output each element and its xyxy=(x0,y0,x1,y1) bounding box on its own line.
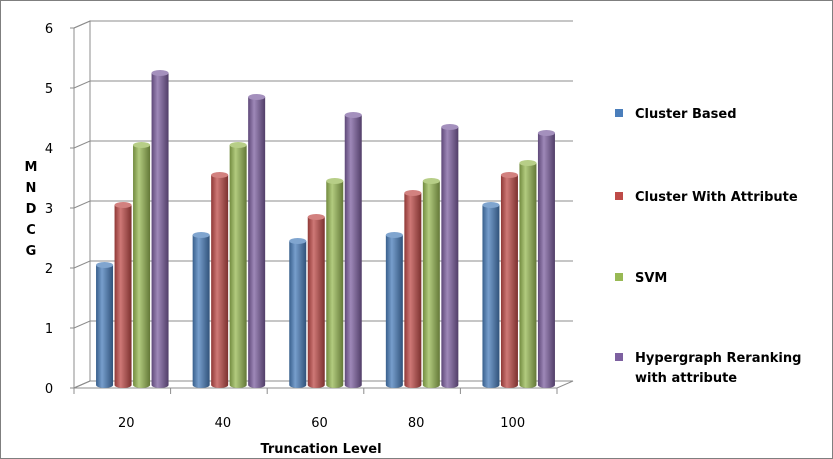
bar-top xyxy=(151,70,169,76)
bar-top xyxy=(248,94,266,100)
bar xyxy=(96,265,114,388)
legend-label: with attribute xyxy=(635,371,737,386)
bar xyxy=(326,181,344,388)
legend-label: Hypergraph Reranking xyxy=(635,351,801,366)
bar-top xyxy=(326,178,344,184)
bar-top xyxy=(211,172,229,178)
gridline xyxy=(73,140,573,149)
y-tick-label: 0 xyxy=(45,382,53,397)
y-tick-label: 1 xyxy=(45,322,53,337)
x-axis-label: Truncation Level xyxy=(260,442,381,457)
axes xyxy=(70,27,558,394)
legend-swatch xyxy=(615,353,623,361)
bar-top xyxy=(289,238,307,244)
bar-top xyxy=(537,130,555,136)
bar-top xyxy=(500,172,518,178)
x-tick-label: 20 xyxy=(118,416,135,431)
bar-top xyxy=(404,190,422,196)
gridline xyxy=(73,20,573,29)
bar xyxy=(385,235,403,388)
x-tick-label: 100 xyxy=(500,416,525,431)
legend: Cluster Based Cluster With Attribute SVM Hy… xyxy=(615,107,801,386)
bar-top xyxy=(441,124,459,130)
x-tick-label: 80 xyxy=(408,416,425,431)
bar-top xyxy=(307,214,325,220)
bar xyxy=(441,127,459,388)
x-tick-label: 40 xyxy=(215,416,232,431)
y-axis-label-letter: C xyxy=(26,223,36,238)
gridline xyxy=(73,80,573,89)
bar-top xyxy=(96,262,114,268)
bar-top xyxy=(229,142,247,148)
bar xyxy=(151,73,169,388)
y-axis-label-letter: D xyxy=(26,202,37,217)
bar-top xyxy=(344,112,362,118)
bar-top xyxy=(519,160,537,166)
bar-top xyxy=(422,178,440,184)
y-tick-label: 2 xyxy=(45,262,53,277)
bar xyxy=(519,163,537,388)
bar-top xyxy=(385,232,403,238)
bar xyxy=(482,205,500,388)
bar xyxy=(192,235,210,388)
y-axis-label-letter: N xyxy=(26,181,37,196)
legend-swatch xyxy=(615,273,623,281)
y-tick-label: 4 xyxy=(45,142,53,157)
bar-top xyxy=(114,202,132,208)
bar xyxy=(422,181,440,388)
y-tick-label: 5 xyxy=(45,82,53,97)
bar-top xyxy=(192,232,210,238)
y-tick-label: 6 xyxy=(45,22,53,37)
bar xyxy=(289,241,307,388)
legend-label: Cluster With Attribute xyxy=(635,190,798,205)
legend-swatch xyxy=(615,192,623,200)
bar xyxy=(133,145,151,388)
bar-top xyxy=(482,202,500,208)
bar xyxy=(344,115,362,388)
bar-top xyxy=(133,142,151,148)
x-tick-label: 60 xyxy=(311,416,328,431)
bar xyxy=(248,97,266,388)
legend-swatch xyxy=(615,109,623,117)
y-tick-labels: 0 1 2 3 4 5 6 xyxy=(45,22,53,397)
y-axis-label-letter: M xyxy=(25,160,38,175)
bar xyxy=(537,133,555,388)
bar xyxy=(307,217,325,388)
bars xyxy=(96,70,555,388)
legend-label: SVM xyxy=(635,271,667,286)
bar xyxy=(114,205,132,388)
bar xyxy=(211,175,229,388)
legend-label: Cluster Based xyxy=(635,107,737,122)
x-tick-labels: 20 40 60 80 100 xyxy=(118,416,525,431)
y-axis-label-letter: G xyxy=(26,244,37,259)
bar xyxy=(404,193,422,388)
y-tick-label: 3 xyxy=(45,202,53,217)
bar xyxy=(229,145,247,388)
bar xyxy=(500,175,518,388)
